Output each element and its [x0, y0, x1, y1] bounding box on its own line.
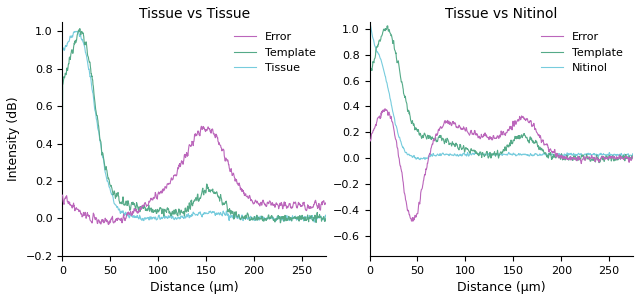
Error [286, 202, 294, 205]
Template [595, 161, 603, 164]
Tissue [58, 50, 66, 53]
Tissue [322, 214, 330, 218]
Nitinol [365, 20, 373, 24]
Tissue [310, 220, 318, 224]
Error [75, 208, 83, 212]
Error [593, 157, 601, 160]
Nitinol [593, 153, 600, 157]
Template [212, 192, 220, 196]
Nitinol [534, 154, 541, 157]
Error [629, 155, 637, 158]
Error [212, 132, 220, 136]
Error [322, 201, 330, 205]
Error [520, 115, 527, 119]
Tissue [259, 216, 266, 220]
Tissue [285, 219, 293, 222]
Legend: Error, Template, Tissue: Error, Template, Tissue [229, 28, 320, 78]
Line: Tissue: Tissue [62, 32, 326, 222]
Line: Error: Error [369, 109, 633, 221]
Template [322, 216, 330, 220]
X-axis label: Distance (μm): Distance (μm) [150, 281, 238, 294]
Error [534, 133, 542, 136]
Error [105, 222, 113, 226]
Template [384, 24, 392, 28]
Template [593, 153, 600, 157]
Line: Template: Template [62, 29, 326, 223]
Error [259, 198, 267, 202]
Error [566, 155, 574, 159]
Error [219, 148, 227, 152]
Tissue [227, 216, 234, 219]
Y-axis label: Intensity (dB): Intensity (dB) [7, 97, 20, 181]
Error [526, 120, 534, 123]
Error [409, 219, 417, 223]
Template [219, 203, 227, 207]
Error [227, 167, 235, 171]
Template [227, 213, 234, 216]
Template [365, 69, 373, 73]
Template [534, 145, 541, 149]
Template [566, 157, 573, 160]
Template [75, 28, 83, 32]
Tissue [70, 30, 78, 33]
Error [58, 193, 66, 197]
X-axis label: Distance (μm): Distance (μm) [457, 281, 546, 294]
Template [382, 28, 390, 32]
Template [259, 219, 266, 222]
Template [58, 162, 66, 166]
Line: Template: Template [369, 26, 633, 163]
Nitinol [526, 154, 534, 157]
Title: Tissue vs Nitinol: Tissue vs Nitinol [445, 7, 557, 21]
Nitinol [416, 158, 424, 161]
Template [526, 136, 534, 140]
Error [365, 140, 373, 144]
Nitinol [629, 152, 637, 156]
Legend: Error, Template, Nitinol: Error, Template, Nitinol [536, 28, 627, 78]
Error [198, 124, 205, 128]
Tissue [219, 212, 227, 216]
Title: Tissue vs Tissue: Tissue vs Tissue [138, 7, 250, 21]
Line: Error: Error [62, 126, 326, 224]
Error [381, 107, 389, 110]
Template [76, 27, 84, 30]
Tissue [75, 30, 83, 34]
Line: Nitinol: Nitinol [369, 22, 633, 160]
Error [382, 108, 390, 112]
Template [276, 221, 284, 225]
Template [519, 134, 527, 138]
Template [629, 157, 637, 160]
Nitinol [519, 153, 527, 157]
Template [286, 218, 294, 222]
Nitinol [566, 153, 573, 156]
Nitinol [382, 77, 390, 80]
Tissue [212, 212, 220, 216]
